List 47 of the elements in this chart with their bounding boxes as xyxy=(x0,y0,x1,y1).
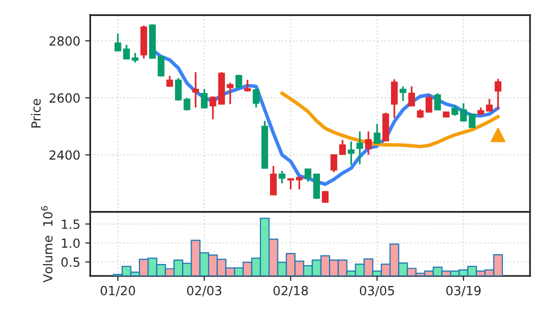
candlestick xyxy=(278,170,286,184)
candlestick xyxy=(391,78,398,119)
candlestick xyxy=(356,130,364,166)
candlestick xyxy=(426,94,432,113)
candlestick xyxy=(192,71,199,108)
y-axis-title: Volume 10$^{6}$ xyxy=(41,206,53,283)
y-tick-label: 0.5 xyxy=(61,257,80,267)
y-tick-label: 2600 xyxy=(50,93,80,103)
candlestick xyxy=(434,92,441,111)
candlestick xyxy=(270,165,277,196)
candlestick xyxy=(460,102,467,122)
candlestick xyxy=(408,86,416,107)
candlestick xyxy=(244,79,251,92)
x-tick-label: 03/19 xyxy=(446,286,481,296)
x-tick-label: 01/20 xyxy=(100,286,136,296)
x-tick-label: 02/18 xyxy=(273,286,308,296)
line-series xyxy=(280,92,500,148)
candlestick xyxy=(365,130,372,156)
candlestick xyxy=(296,176,303,190)
candlestick xyxy=(166,75,174,87)
x-tick-label: 03/05 xyxy=(360,286,394,296)
candlestick xyxy=(486,98,493,112)
y-tick-label: 2400 xyxy=(50,150,80,160)
candlestick xyxy=(132,52,139,64)
candlestick xyxy=(184,96,190,112)
y-axis-title: Price xyxy=(31,98,41,128)
candlestick xyxy=(348,140,355,166)
y-tick-label: 2800 xyxy=(50,36,80,46)
candlestick xyxy=(200,88,208,109)
candlestick xyxy=(114,32,122,52)
candlestick xyxy=(339,139,346,156)
candlestick xyxy=(123,44,130,60)
candlestick xyxy=(330,154,338,174)
candlestick xyxy=(226,82,234,105)
candlestick xyxy=(468,114,476,128)
candlestick xyxy=(322,190,329,204)
y-tick-label: 1.5 xyxy=(62,220,80,229)
candlestick xyxy=(235,74,242,89)
candlestick xyxy=(400,86,406,102)
candlestick xyxy=(374,123,380,144)
candlestick xyxy=(494,78,502,110)
x-tick-label: 02/03 xyxy=(187,286,222,296)
candlestick xyxy=(252,88,260,108)
y-tick-label: 1.0 xyxy=(62,238,80,248)
candlestick xyxy=(174,77,182,102)
candlestick xyxy=(451,104,458,117)
candlestick xyxy=(287,178,294,190)
